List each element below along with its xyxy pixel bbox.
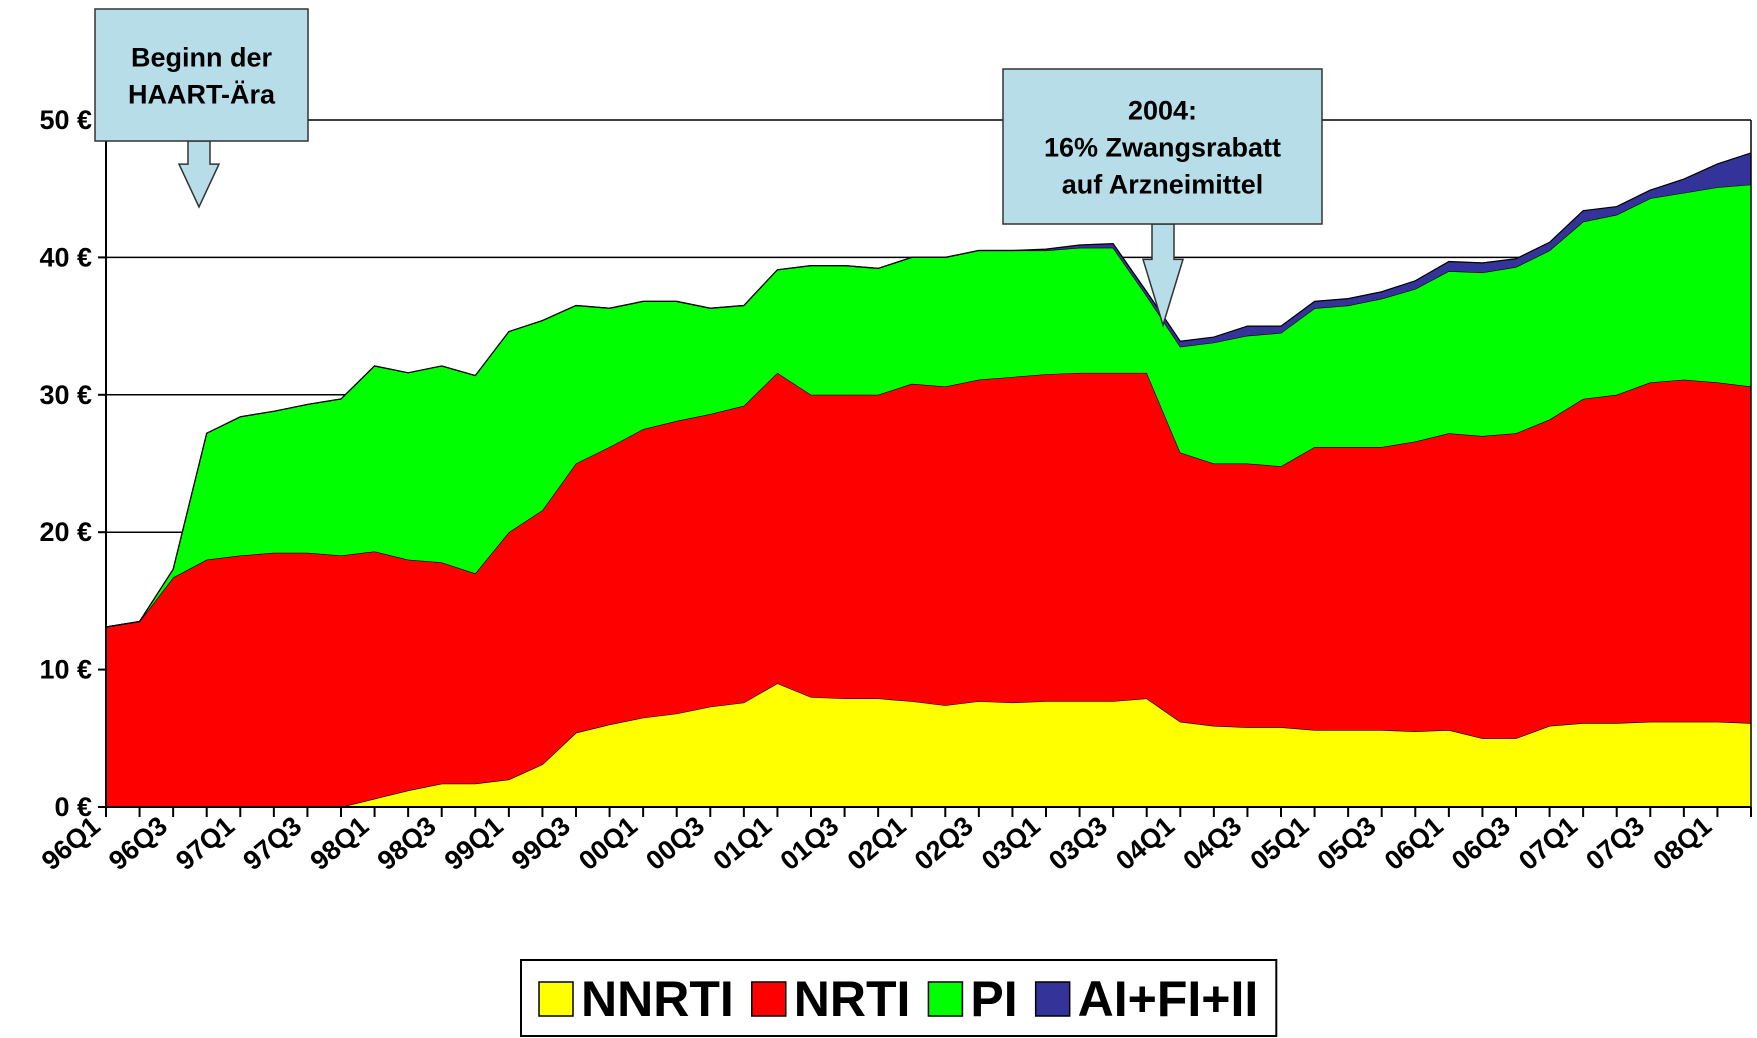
annotation-text: 16% Zwangsrabatt (1044, 133, 1281, 163)
legend-swatch (751, 981, 787, 1017)
y-tick-label: 0 € (54, 792, 92, 822)
legend-label: PI (970, 971, 1017, 1027)
x-tick-label: 06Q1 (1379, 811, 1449, 876)
x-tick-label: 02Q1 (842, 811, 912, 876)
x-tick-label: 99Q3 (506, 811, 576, 876)
legend-swatch (1034, 981, 1071, 1017)
callout-arrow (1141, 223, 1185, 328)
x-tick-label: 08Q1 (1647, 811, 1717, 876)
y-tick-label: 10 € (39, 655, 92, 685)
legend-swatch (927, 981, 964, 1017)
x-tick-label: 99Q1 (439, 811, 509, 876)
x-tick-label: 98Q3 (372, 811, 442, 876)
legend-swatch (538, 981, 574, 1017)
y-tick-label: 20 € (39, 517, 92, 547)
x-tick-label: 96Q3 (103, 811, 173, 876)
x-tick-label: 00Q3 (640, 811, 710, 876)
x-tick-label: 00Q1 (573, 811, 643, 876)
x-tick-label: 97Q3 (237, 811, 307, 876)
x-tick-label: 07Q1 (1513, 811, 1583, 876)
x-tick-label: 05Q3 (1312, 811, 1382, 876)
x-tick-label: 04Q1 (1110, 811, 1180, 876)
y-tick-label: 50 € (39, 105, 92, 135)
legend-label: NRTI (794, 971, 911, 1027)
legend-box (520, 959, 1278, 1037)
x-tick-label: 06Q3 (1446, 811, 1516, 876)
x-tick-label: 02Q3 (909, 811, 979, 876)
legend: NNRTI NRTI PI AI+FI+II (520, 959, 1278, 1037)
x-tick-label: 01Q1 (707, 811, 777, 876)
x-tick-label: 04Q3 (1177, 811, 1247, 876)
x-tick-label: 07Q3 (1580, 811, 1650, 876)
x-tick-label: 03Q1 (976, 811, 1046, 876)
legend-label: NNRTI (581, 971, 734, 1027)
x-tick-label: 05Q1 (1245, 811, 1315, 876)
annotation-text: Beginn der (131, 43, 273, 73)
y-tick-label: 30 € (39, 380, 92, 410)
x-tick-label: 01Q3 (775, 811, 845, 876)
area-edge (105, 152, 1752, 628)
area (106, 184, 1751, 628)
legend-label: AI+FI+II (1078, 971, 1259, 1027)
annotation-text: auf Arzneimittel (1062, 170, 1264, 200)
annotation-text: HAART-Ära (128, 80, 276, 110)
area (106, 372, 1751, 807)
callout-box (94, 8, 309, 142)
x-tick-label: 03Q3 (1043, 811, 1113, 876)
annotation-text: 2004: (1128, 96, 1197, 126)
callout-arrow (177, 140, 221, 209)
callout-box (1002, 68, 1323, 225)
x-tick-label: 98Q1 (305, 811, 375, 876)
y-tick-label: 40 € (39, 242, 92, 272)
x-tick-label: 97Q1 (170, 811, 240, 876)
